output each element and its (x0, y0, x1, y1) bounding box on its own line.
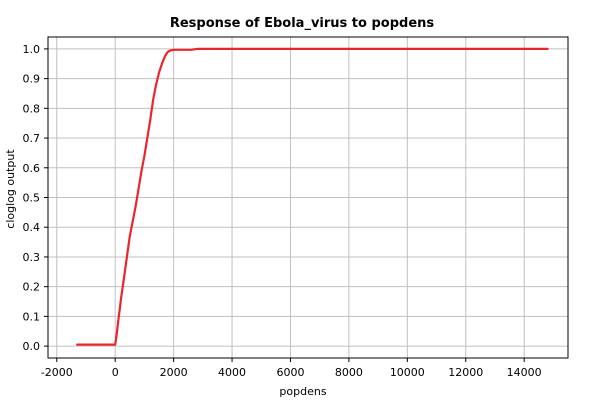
x-tick-label: 2000 (160, 366, 188, 379)
x-tick-label: -2000 (41, 366, 73, 379)
chart-title: Response of Ebola_virus to popdens (170, 16, 435, 31)
y-tick-label: 0.6 (23, 162, 41, 175)
y-tick-label: 0.0 (23, 340, 41, 353)
y-tick-label: 0.2 (23, 281, 41, 294)
y-tick-label: 0.9 (23, 73, 41, 86)
y-tick-label: 0.4 (23, 221, 41, 234)
y-axis-ticks: 0.0 0.1 0.2 0.3 0.4 0.5 0.6 0.7 0.8 0.9 1.0 (23, 43, 48, 353)
x-axis-ticks: -2000 0 2000 4000 6000 8000 10000 12000 14000 (41, 358, 542, 379)
x-axis-label: popdens (279, 385, 326, 398)
y-tick-label: 0.1 (23, 310, 41, 323)
y-tick-label: 0.8 (23, 102, 41, 115)
y-tick-label: 0.5 (23, 192, 41, 205)
grid (48, 37, 568, 358)
y-axis-label: cloglog output (4, 149, 17, 229)
y-tick-label: 1.0 (23, 43, 41, 56)
series-layer (76, 47, 549, 346)
x-tick-label: 4000 (218, 366, 246, 379)
x-tick-label: 8000 (335, 366, 363, 379)
y-tick-label: 0.3 (23, 251, 41, 264)
x-tick-label: 0 (112, 366, 119, 379)
y-tick-label: 0.7 (23, 132, 41, 145)
x-tick-label: 12000 (448, 366, 483, 379)
x-tick-label: 6000 (276, 366, 304, 379)
x-tick-label: 10000 (390, 366, 425, 379)
response-curve (76, 47, 549, 346)
x-tick-label: 14000 (507, 366, 542, 379)
